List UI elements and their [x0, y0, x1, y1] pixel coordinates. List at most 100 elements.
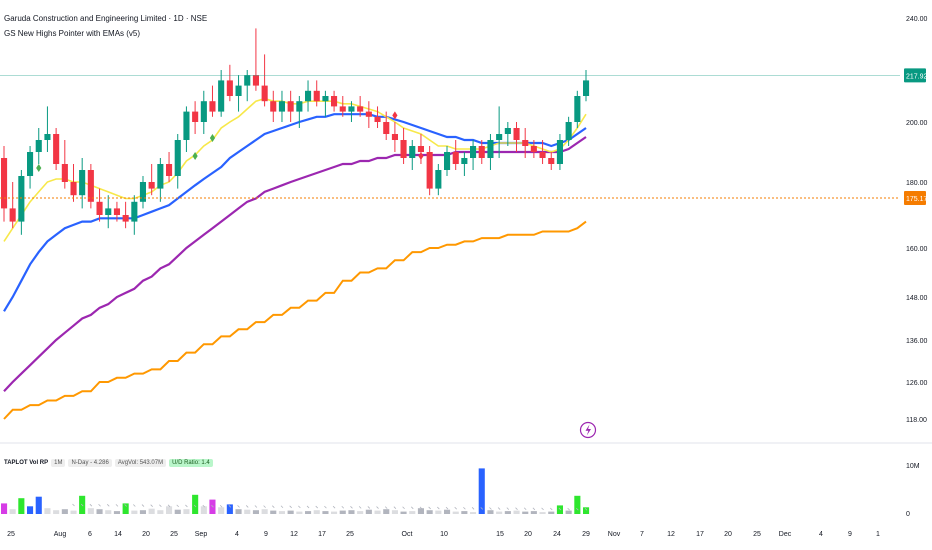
candle-body	[565, 122, 572, 140]
volume-bar	[313, 510, 320, 514]
volume-bar	[278, 511, 285, 514]
last-price-label: 217.92	[904, 68, 928, 83]
candle-body	[105, 208, 112, 215]
candle	[400, 128, 407, 164]
candle-body	[444, 152, 451, 170]
volume-bar	[365, 509, 372, 514]
volume-average-mark	[306, 505, 310, 509]
candle	[426, 146, 433, 196]
volume-average-mark	[523, 507, 527, 511]
candle	[139, 176, 146, 209]
x-tick-label: 17	[696, 531, 704, 538]
candle	[296, 96, 303, 128]
volume-chip-ud-ratio: U/D Ratio: 1.4	[169, 459, 213, 467]
volume-bar	[305, 511, 312, 514]
volume-average-mark	[176, 504, 180, 508]
candle-body	[339, 106, 346, 112]
series-step-line	[3, 220, 587, 420]
candle	[96, 188, 103, 222]
volume-bar	[487, 510, 494, 514]
volume-bar	[209, 499, 216, 514]
candle-body	[487, 140, 494, 158]
volume-average-mark	[115, 504, 119, 507]
volume-bar	[461, 511, 468, 514]
indicator-label[interactable]: GS New Highs Pointer with EMAs (v5)	[4, 29, 141, 38]
x-tick-label: 12	[667, 531, 675, 538]
candle-body	[226, 80, 233, 96]
x-tick-label: 25	[346, 531, 354, 538]
candle	[131, 195, 138, 235]
candle-body	[496, 134, 503, 140]
volume-average-mark	[471, 507, 475, 510]
new-high-diamond	[392, 111, 398, 120]
candle	[444, 146, 451, 176]
candle	[374, 106, 381, 128]
candle	[313, 80, 320, 107]
volume-average-mark	[532, 507, 536, 511]
volume-axis-label: 0	[906, 511, 910, 518]
volume-bar	[148, 508, 155, 514]
candle	[79, 158, 86, 209]
volume-average-mark	[437, 506, 440, 510]
candle-body	[166, 164, 173, 176]
x-tick-label: 7	[640, 531, 644, 538]
y-tick-label: 118.00	[906, 417, 927, 424]
volume-average-mark	[393, 506, 397, 509]
volume-average-mark	[80, 503, 84, 507]
volume-average-mark	[576, 507, 579, 511]
volume-average-mark	[463, 506, 466, 510]
x-tick-label: 15	[496, 531, 504, 538]
candle	[174, 134, 181, 189]
candle	[461, 152, 468, 176]
volume-chip-period: 1M	[51, 459, 66, 467]
volume-bar	[504, 511, 511, 514]
candle	[9, 182, 16, 229]
volume-bar	[96, 509, 103, 514]
volume-average-mark	[106, 504, 110, 507]
volume-average-mark	[358, 506, 362, 509]
volume-bar	[235, 509, 242, 514]
volume-bar	[9, 509, 16, 514]
volume-bar	[131, 510, 138, 514]
candle	[391, 122, 398, 152]
volume-bar	[157, 510, 164, 514]
candle	[200, 90, 207, 134]
y-tick-label: 136.00	[906, 338, 928, 345]
volume-bar	[87, 508, 94, 514]
volume-indicator-header[interactable]: TAPLOT Vol RP 1M N-Day - 4.286 AvgVol: 5…	[4, 459, 213, 467]
candle	[148, 164, 155, 196]
x-tick-label: 14	[114, 531, 122, 538]
volume-average-mark	[497, 507, 501, 510]
x-tick-label: 25	[753, 531, 761, 538]
candle	[166, 152, 173, 182]
candle	[470, 140, 477, 170]
volume-average-mark	[558, 507, 562, 511]
volume-bar	[348, 510, 355, 514]
volume-average-mark	[263, 505, 266, 508]
x-tick-label: 1	[876, 531, 880, 538]
volume-chip-avgvol: AvgVol: 543.07M	[114, 459, 167, 467]
candle	[539, 140, 546, 164]
volume-average-mark	[549, 507, 553, 511]
candle	[496, 106, 503, 158]
y-tick-label: 240.00	[906, 16, 928, 23]
candle-body	[522, 140, 529, 146]
alert-lightning-icon[interactable]	[579, 421, 597, 439]
chart-title: Garuda Construction and Engineering Limi…	[4, 14, 208, 23]
volume-bar	[391, 510, 398, 514]
candle-body	[148, 182, 155, 189]
volume-average-mark	[167, 504, 171, 508]
volume-bar	[548, 511, 555, 514]
candle-body	[296, 101, 303, 112]
candle-body	[9, 208, 16, 222]
volume-average-mark	[298, 505, 301, 509]
new-high-diamond	[418, 152, 424, 160]
volume-average-mark	[124, 504, 127, 507]
volume-average-mark	[506, 507, 510, 510]
volume-bar	[18, 498, 25, 514]
x-tick-label: 25	[7, 531, 15, 538]
volume-average-mark	[202, 504, 206, 508]
candle	[122, 201, 129, 229]
candle-body	[278, 101, 285, 112]
